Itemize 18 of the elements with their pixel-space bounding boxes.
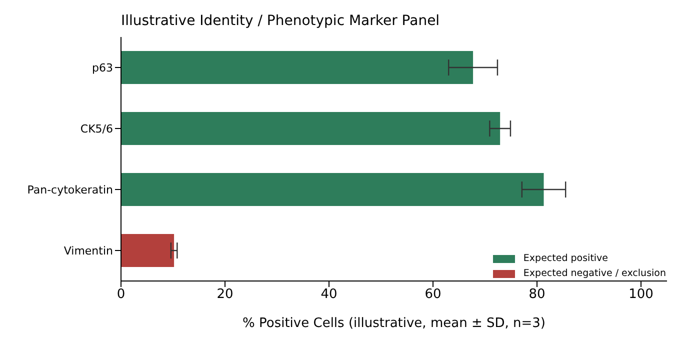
x-tick-label: 40 xyxy=(320,287,338,302)
bar xyxy=(121,173,544,206)
chart-title: Illustrative Identity / Phenotypic Marker Panel xyxy=(121,13,440,29)
y-tick-label: Vimentin xyxy=(64,244,114,258)
legend-label: Expected positive xyxy=(523,252,608,266)
x-axis-title: % Positive Cells (illustrative, mean ± SD, n=3) xyxy=(242,316,546,331)
y-tick-label: CK5/6 xyxy=(80,122,113,136)
x-tick-label: 60 xyxy=(424,287,442,302)
y-tick-label: p63 xyxy=(92,61,113,74)
bar xyxy=(121,234,174,268)
x-tick-label: 20 xyxy=(216,287,234,302)
x-tick-label: 100 xyxy=(628,287,654,302)
legend-label: Expected negative / exclusion xyxy=(523,267,666,281)
y-tick-label: Pan-cytokeratin xyxy=(27,183,114,196)
x-tick-label: 80 xyxy=(528,287,546,302)
bar xyxy=(121,51,474,84)
x-tick-label: 0 xyxy=(116,287,126,302)
bar xyxy=(121,112,500,146)
